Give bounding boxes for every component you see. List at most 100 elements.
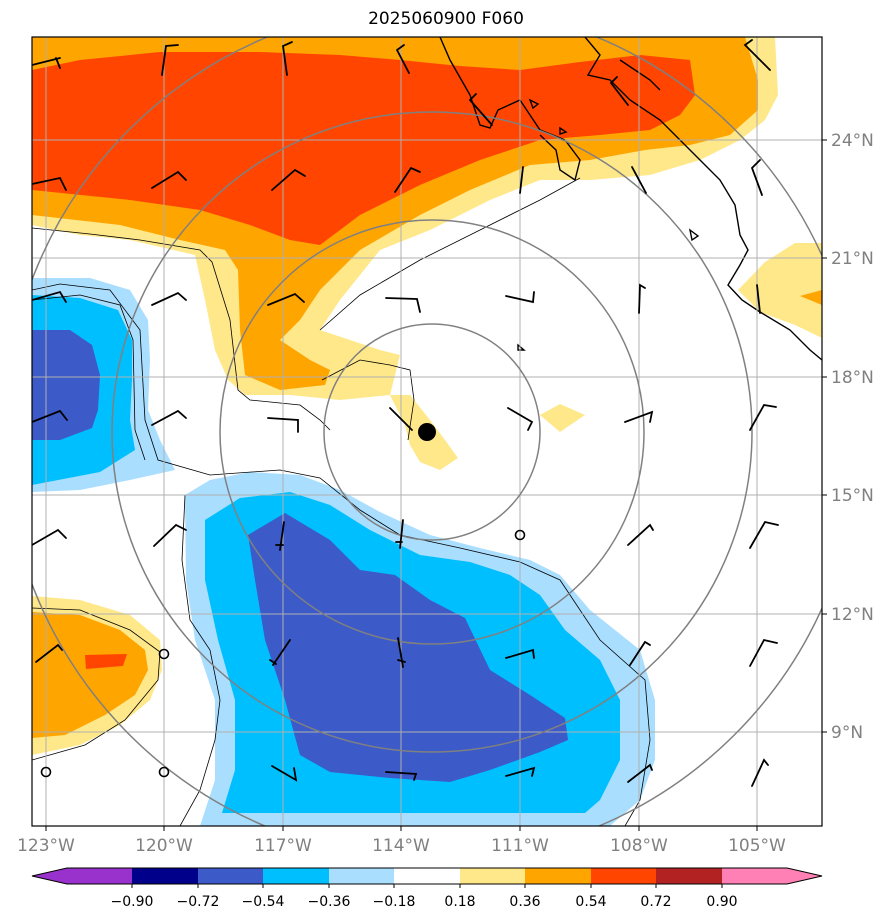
range-ring-1: [323, 323, 541, 541]
colorbar-tick-label: 0.90: [706, 894, 737, 910]
colorbar-segment: [460, 868, 525, 884]
wind-barb: [749, 404, 777, 431]
wind-barb: [624, 410, 654, 423]
colorbar-segment: [198, 868, 263, 884]
wind-barb: [505, 766, 536, 777]
colorbar-extend-high: [787, 868, 822, 884]
range-ring-3: [111, 111, 753, 753]
map-frame: [31, 36, 823, 827]
lat-label: 12°N: [831, 605, 874, 625]
lat-label: 24°N: [831, 131, 874, 151]
wind-barb: [161, 44, 179, 76]
wind-barb: [271, 765, 298, 782]
wind-barb: [756, 284, 761, 314]
wind-barb: [151, 409, 187, 426]
calm-wind-marker: [158, 766, 170, 778]
contour-fill-southwest-red: [85, 654, 127, 669]
lat-label: 18°N: [831, 368, 874, 388]
wind-barb: [151, 291, 187, 306]
colorbar-tick-label: −0.72: [177, 894, 220, 910]
storm-center-marker: [418, 423, 436, 441]
plot-title: 2025060900 F060: [368, 9, 524, 29]
wind-barb: [32, 57, 61, 69]
colorbar-segment: [263, 868, 329, 884]
contour-fills: [32, 37, 822, 826]
axis-ticks: [45, 139, 827, 831]
colorbar-segment: [67, 868, 132, 884]
colorbar-tick-label: −0.18: [373, 894, 416, 910]
lon-label: 120°W: [135, 836, 193, 856]
colorbar-tick-label: 0.54: [575, 894, 606, 910]
lon-label: 105°W: [728, 836, 786, 856]
colorbar-segment: [132, 868, 198, 884]
wind-barb: [507, 407, 534, 431]
colorbar-tick-label: 0.72: [640, 894, 671, 910]
wind-barb: [749, 638, 778, 667]
calm-markers: [40, 529, 526, 778]
wind-barb: [32, 176, 67, 191]
calm-wind-marker: [158, 648, 170, 660]
wind-barb: [627, 523, 654, 546]
lat-label: 21°N: [831, 249, 874, 269]
wind-barb: [395, 519, 404, 549]
wind-barb: [32, 290, 67, 303]
lon-label: 123°W: [17, 836, 75, 856]
wind-barb: [631, 166, 647, 194]
wind-barb: [468, 93, 493, 126]
wind-barb: [385, 297, 421, 313]
wind-barb: [267, 292, 305, 306]
colorbar-segment: [656, 868, 722, 884]
latitude-labels: 24°N 21°N 18°N 15°N 12°N 9°N: [831, 131, 874, 743]
colorbar-tick-label: 0.18: [444, 894, 475, 910]
wind-barb: [153, 523, 187, 547]
lat-label: 9°N: [831, 723, 863, 743]
wind-barb: [385, 771, 418, 781]
contour-fill-east-coast-yellow: [738, 243, 822, 338]
wind-barb: [271, 168, 306, 191]
wind-barb: [397, 637, 406, 668]
lon-label: 108°W: [610, 836, 668, 856]
longitude-labels: 123°W 120°W 117°W 114°W 111°W 108°W 105°…: [17, 836, 786, 856]
wind-barb: [505, 291, 535, 304]
wind-barb: [32, 528, 67, 546]
contour-lines: [32, 177, 651, 826]
lat-label: 15°N: [831, 486, 874, 506]
wind-barb: [627, 763, 653, 783]
colorbar-tick-label: −0.90: [111, 894, 154, 910]
contour-fill-north-red: [32, 52, 695, 245]
wind-barb: [275, 521, 285, 551]
wind-barb: [750, 159, 763, 196]
colorbar-segment: [329, 868, 394, 884]
wind-barb: [743, 39, 771, 71]
colorbar-tick-label: 0.36: [509, 894, 540, 910]
wind-barb: [609, 76, 629, 106]
wind-barb: [151, 170, 187, 189]
calm-wind-marker: [40, 766, 52, 778]
wind-barbs: [32, 39, 779, 787]
contour-fill-west-darkblue: [32, 330, 100, 440]
contour-fill-south-darkblue: [248, 513, 568, 782]
wind-barb: [629, 640, 651, 666]
range-rings: [32, 37, 822, 826]
colorbar-tick-label: −0.36: [308, 894, 351, 910]
colorbar-segment: [722, 868, 787, 884]
wind-barb: [751, 758, 769, 787]
wind-barb: [396, 44, 410, 74]
wind-barb: [749, 520, 779, 549]
wind-barb: [638, 283, 646, 314]
colorbar-segment: [525, 868, 591, 884]
contour-fill-east-coast-orange: [800, 290, 822, 305]
wind-barb: [282, 41, 293, 76]
colorbar-extend-low: [32, 868, 67, 884]
calm-wind-marker: [514, 529, 526, 541]
colorbar: −0.90 −0.72 −0.54 −0.36 −0.18 0.18 0.36 …: [31, 867, 823, 910]
wind-barb: [505, 648, 535, 659]
wind-barb: [389, 407, 413, 431]
contour-fill-southwest-orange: [32, 612, 148, 738]
lon-label: 117°W: [254, 836, 312, 856]
map-area: [32, 37, 822, 826]
colorbar-segment: [394, 868, 460, 884]
colorbar-tick-label: −0.54: [242, 894, 285, 910]
wind-barb: [269, 639, 291, 666]
